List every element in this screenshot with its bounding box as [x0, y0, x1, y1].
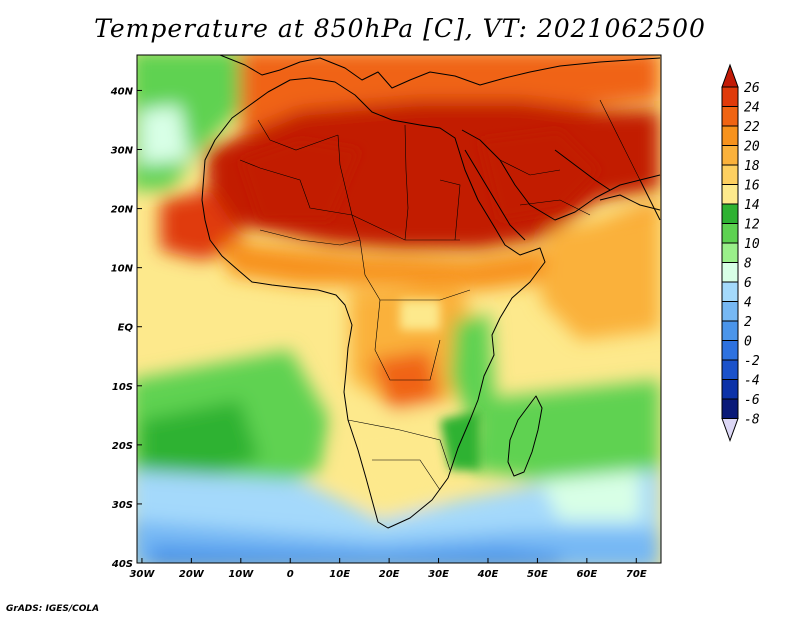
border-1	[239, 159, 353, 216]
map-title: Temperature at 850hPa [C], VT: 202106250…	[94, 14, 706, 43]
border-4	[404, 124, 409, 241]
country-borders	[239, 99, 641, 491]
border-6	[259, 229, 361, 246]
colorbar-segment	[721, 164, 739, 185]
border-12	[499, 159, 561, 176]
coastlines	[201, 55, 661, 529]
colorbar-segment	[721, 359, 739, 380]
temperature-field	[137, 55, 661, 563]
x-tick-label: 0	[287, 569, 294, 580]
field-mountain-pale	[400, 300, 440, 330]
colorbar-segment	[721, 281, 739, 302]
colorbar-segment	[721, 203, 739, 224]
colorbar-segment	[721, 184, 739, 205]
colorbar-segment	[721, 125, 739, 146]
latitude-axis: 40N 30N 20N 10N EQ 10S 20S 30S 40S	[110, 86, 142, 570]
colorbar-label: 4	[744, 296, 752, 311]
india-coastline	[639, 179, 661, 221]
border-11	[372, 459, 441, 491]
field-mozambique-coast	[440, 410, 480, 470]
field-arabian-sea	[540, 210, 660, 340]
x-tick-label: 20W	[179, 569, 205, 580]
colorbar-label: 22	[744, 120, 760, 135]
field-arabia-core	[480, 130, 600, 220]
x-tick-label: 20E	[379, 569, 400, 580]
colorbar-segment	[721, 320, 739, 341]
x-tick-label: 10E	[329, 569, 350, 580]
colorbar-segment	[721, 86, 739, 107]
border-3	[337, 134, 361, 241]
red-sea-coast	[464, 149, 526, 241]
colorbar-label: 18	[744, 159, 760, 174]
plot-frame	[136, 54, 662, 564]
x-tick-label: 30W	[129, 569, 155, 580]
border-8	[439, 179, 461, 241]
border-10	[347, 419, 451, 471]
colorbar-label: -2	[744, 354, 760, 369]
colorbar-segment	[721, 398, 739, 419]
field-south-coast-pale	[540, 470, 640, 520]
persian-gulf-coast	[554, 149, 611, 191]
colorbar-label: -8	[744, 413, 760, 428]
colorbar-label: 20	[744, 140, 760, 155]
field-south-indian-ocean	[470, 380, 660, 480]
y-tick-label: 30N	[111, 146, 134, 157]
colorbar-label: 8	[744, 257, 752, 272]
field-east-africa-highlands	[450, 315, 495, 420]
colorbar-segment	[721, 340, 739, 361]
colorbar-segment	[721, 262, 739, 283]
arabia-coastline	[461, 129, 661, 221]
x-tick-label: 10W	[228, 569, 254, 580]
colorbar-label: -4	[744, 374, 760, 389]
colorbar-label: 6	[744, 276, 752, 291]
y-tick-label: 10S	[112, 382, 133, 393]
colorbar-segment	[721, 106, 739, 127]
x-tick-label: 60E	[576, 569, 597, 580]
colorbar-top-arrow	[721, 63, 739, 88]
colorbar-label: 26	[744, 81, 760, 96]
colorbar-segment	[721, 379, 739, 400]
colorbar-label: 14	[744, 198, 760, 213]
colorbar-segment	[721, 145, 739, 166]
x-tick-label: 40E	[477, 569, 499, 580]
border-14	[599, 99, 641, 181]
x-tick-label: 50E	[527, 569, 548, 580]
colorbar-label: 0	[744, 335, 752, 350]
colorbar-label: -6	[744, 393, 760, 408]
colorbar-bottom-arrow	[721, 418, 739, 442]
border-2	[257, 119, 339, 151]
colorbar-label: 10	[744, 237, 760, 252]
iran-coastline	[599, 194, 661, 211]
y-tick-label: 40N	[110, 86, 134, 97]
x-tick-label: 30E	[428, 569, 449, 580]
y-tick-label: 20N	[111, 205, 134, 216]
field-southern-ocean-coldest	[150, 545, 560, 563]
europe-coastline	[219, 55, 661, 89]
y-tick-label: 10N	[111, 264, 134, 275]
colorbar-segment	[721, 242, 739, 263]
y-tick-label: 30S	[112, 500, 133, 511]
border-9	[374, 299, 441, 381]
africa-coastline	[201, 77, 546, 529]
colorbar-label: 16	[744, 179, 760, 194]
colorbar-segment	[721, 223, 739, 244]
madagascar-coastline	[507, 395, 543, 477]
colorbar-label: 24	[744, 101, 760, 116]
field-south-atlantic-deep	[140, 400, 260, 480]
colorbar-segment	[721, 301, 739, 322]
y-tick-label: 20S	[112, 441, 133, 452]
colorbar-label: 12	[744, 218, 760, 233]
border-13	[519, 199, 591, 216]
border-5	[351, 214, 460, 241]
x-tick-label: 70E	[626, 569, 647, 580]
y-tick-label: 40S	[111, 559, 133, 570]
colorbar-label: 2	[744, 315, 752, 330]
y-tick-label: EQ	[118, 323, 134, 334]
grads-credit: GrADS: IGES/COLA	[6, 604, 100, 614]
longitude-axis: 30W 20W 10W 0 10E 20E 30E 40E 50E 60E 70E	[129, 558, 647, 580]
field-nw-atlantic-cold	[140, 105, 190, 165]
